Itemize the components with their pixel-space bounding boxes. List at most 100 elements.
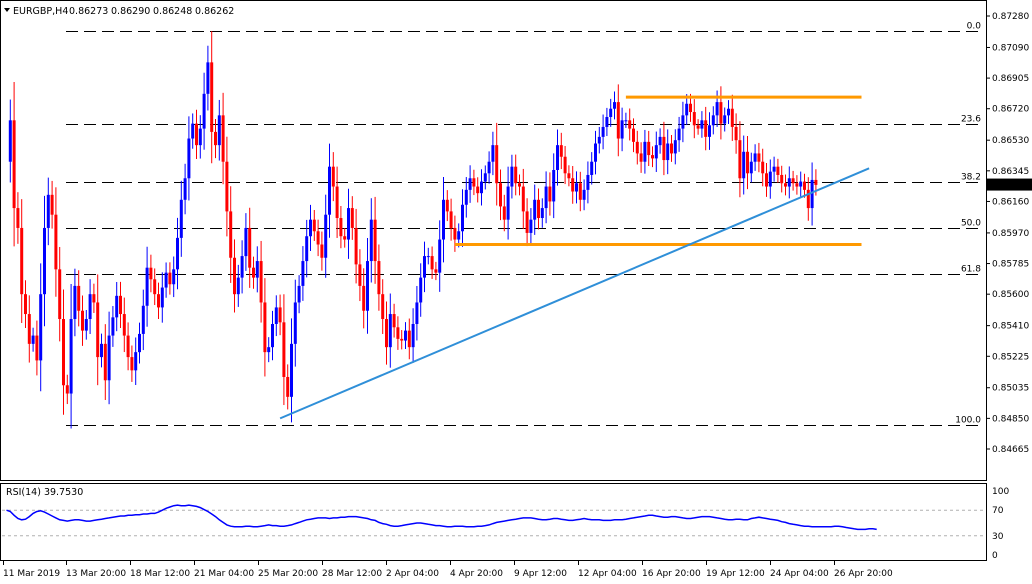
candle-body xyxy=(453,227,457,240)
candle-body xyxy=(96,302,100,358)
candle-body xyxy=(168,272,172,285)
candle-body xyxy=(514,166,518,184)
candle-body xyxy=(784,183,787,187)
candle-body xyxy=(286,376,290,397)
candle-body xyxy=(320,244,324,258)
candle-body xyxy=(480,181,483,194)
candle-body xyxy=(138,333,141,353)
candle-body xyxy=(244,227,248,257)
candle-body xyxy=(518,183,521,187)
candle-body xyxy=(525,211,529,233)
candle-body xyxy=(236,277,240,295)
candle-body xyxy=(274,307,278,324)
candle-body xyxy=(673,140,677,154)
candle-body xyxy=(58,269,62,320)
candle-body xyxy=(324,214,328,258)
candle-body xyxy=(297,285,301,303)
candle-body xyxy=(411,323,415,348)
candle-body xyxy=(738,140,742,179)
candle-body xyxy=(362,285,366,311)
candle-body xyxy=(263,302,267,353)
candle-body xyxy=(533,199,537,220)
candle-body xyxy=(388,314,392,348)
candle-body xyxy=(799,181,803,187)
time-tick-label: 28 Mar 12:00 xyxy=(322,569,382,579)
candle-body xyxy=(499,183,502,207)
time-tick-label: 19 Apr 12:00 xyxy=(706,569,765,579)
candle-body xyxy=(31,335,35,344)
candle-body xyxy=(191,123,195,139)
candle-body xyxy=(563,156,567,174)
time-tick-label: 26 Apr 20:00 xyxy=(834,569,893,579)
candle-body xyxy=(331,166,335,187)
candle-body xyxy=(160,287,164,308)
candle-body xyxy=(103,343,107,381)
candle-body xyxy=(457,231,461,240)
candle-body xyxy=(464,189,468,205)
candle-body xyxy=(749,161,753,174)
candle-body xyxy=(620,120,624,139)
candle-body xyxy=(301,261,305,286)
candle-body xyxy=(476,186,480,194)
candle-body xyxy=(210,62,214,132)
price-axis: 0.87280 0.87090 0.86905 0.86720 0.86530 0.863… xyxy=(986,12,1032,455)
ascending-trendline[interactable] xyxy=(279,167,870,420)
price-pane-frame xyxy=(0,0,987,481)
candle-body xyxy=(491,145,495,162)
candle-body xyxy=(100,343,103,358)
candle-body xyxy=(597,136,601,144)
candle-body xyxy=(27,314,31,344)
candle-body xyxy=(328,166,331,215)
candle-body xyxy=(449,211,453,228)
candle-body xyxy=(396,327,400,339)
candle-body xyxy=(719,102,723,124)
candle-body xyxy=(259,261,263,303)
time-tick-label: 25 Mar 20:00 xyxy=(258,569,318,579)
candle-body xyxy=(529,219,533,233)
candle-body xyxy=(753,153,757,162)
candle-body xyxy=(711,115,715,126)
candle-body xyxy=(366,261,369,311)
candle-body xyxy=(12,120,16,209)
candle-body xyxy=(586,174,590,190)
candle-body xyxy=(495,145,499,184)
price-tick-label: 0.85785 xyxy=(992,260,1029,270)
candle-body xyxy=(214,131,217,146)
candle-body xyxy=(715,102,719,116)
candle-body xyxy=(632,128,635,142)
candle-body xyxy=(20,227,24,295)
candle-body xyxy=(616,102,620,139)
rsi-level-label: 100 xyxy=(992,487,1009,497)
candle-body xyxy=(730,108,734,127)
candle-body xyxy=(700,120,704,129)
price-tick-label: 0.85410 xyxy=(992,322,1029,332)
time-tick-label: 24 Apr 04:00 xyxy=(770,569,829,579)
candle-body xyxy=(309,219,312,237)
candle-body xyxy=(704,120,708,137)
rsi-pane-frame xyxy=(0,483,987,561)
price-tick-label: 0.84850 xyxy=(992,414,1029,424)
candle-body xyxy=(164,272,168,288)
candle-body xyxy=(255,261,259,278)
candle-body xyxy=(149,267,153,280)
candle-body xyxy=(46,194,50,228)
candle-body xyxy=(571,178,575,192)
candle-body xyxy=(810,179,814,209)
price-tick-label: 0.86905 xyxy=(992,74,1029,84)
candle-body xyxy=(559,145,563,157)
symbol-dropdown-icon[interactable] xyxy=(4,8,10,12)
candle-body xyxy=(77,285,81,311)
candle-body xyxy=(183,178,187,200)
candle-body xyxy=(221,115,225,162)
candle-body xyxy=(404,330,407,341)
candle-body xyxy=(217,115,221,146)
candle-body xyxy=(423,256,426,278)
price-tick-label: 0.86160 xyxy=(992,197,1029,207)
candle-body xyxy=(681,115,685,129)
candle-body xyxy=(708,125,711,137)
candle-body xyxy=(107,335,111,381)
candle-body xyxy=(567,173,571,179)
candle-body xyxy=(358,264,362,286)
candle-body xyxy=(795,183,799,187)
candle-body xyxy=(552,169,556,202)
